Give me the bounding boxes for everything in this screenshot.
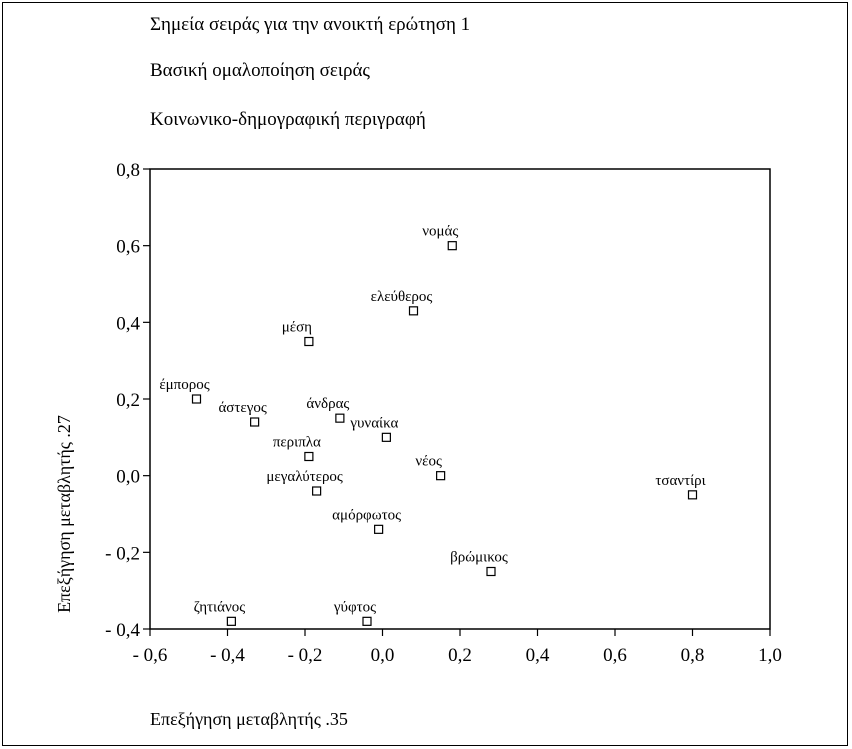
data-point-label: έμπορος <box>159 377 209 393</box>
data-point-marker <box>447 241 457 251</box>
data-point-marker <box>304 451 314 462</box>
x-tick-label: 0,2 <box>448 645 472 666</box>
data-point-label: περιπλα <box>273 435 321 451</box>
data-point-marker <box>486 566 496 577</box>
x-tick-label: - 0,2 <box>288 645 323 666</box>
x-tick-label: - 0,6 <box>133 645 168 666</box>
y-axis-title: Επεξήγηση μεταβλητής .27 <box>54 415 74 613</box>
x-tick-label: 1,0 <box>758 645 782 666</box>
data-point-marker <box>362 616 372 626</box>
data-point-label: βρώμικος <box>450 550 508 566</box>
data-point-marker <box>226 616 236 626</box>
data-point-label: νομάς <box>422 224 458 240</box>
data-point-label: ζητιάνος <box>194 599 246 615</box>
y-tick-label: 0,4 <box>116 313 140 334</box>
data-point-label: γύφτος <box>333 599 376 615</box>
data-point-label: μεγαλύτερος <box>266 469 343 485</box>
data-point-marker <box>250 417 260 427</box>
x-axis: - 0,6 - 0,4 - 0,2 0,0 0,2 0,4 0,6 0,8 1,0 <box>133 629 782 666</box>
x-axis-title: Επεξήγηση μεταβλητής .35 <box>150 709 348 729</box>
data-point-label: άστεγος <box>218 400 266 416</box>
y-tick-label: 0,2 <box>116 390 140 411</box>
x-tick-label: 0,4 <box>526 645 550 666</box>
y-tick-label: 0,8 <box>116 160 140 181</box>
x-tick-label: 0,8 <box>681 645 705 666</box>
data-point-marker <box>687 490 698 500</box>
data-point-marker <box>304 336 314 347</box>
data-point-label: νέος <box>415 454 442 470</box>
data-point-marker <box>408 306 419 316</box>
y-tick-label: 0,6 <box>116 237 140 258</box>
data-point-marker <box>191 394 202 404</box>
x-tick-label: 0,0 <box>371 645 395 666</box>
data-point-label: μέση <box>282 320 312 336</box>
data-point-marker <box>436 471 446 481</box>
x-tick-label: 0,6 <box>603 645 627 666</box>
y-tick-label: - 0,4 <box>105 620 140 641</box>
chart-title-line-1: Σημεία σειράς για την ανοικτή ερώτηση 1 <box>150 14 471 35</box>
y-axis: - 0,4 - 0,2 0,0 0,2 0,4 0,6 0,8 <box>105 160 150 641</box>
data-point-label: άνδρας <box>306 396 349 412</box>
x-tick-label: - 0,4 <box>210 645 245 666</box>
data-point-marker <box>374 524 384 534</box>
data-point-marker <box>312 486 322 496</box>
data-point-label: γυναίκα <box>349 415 398 431</box>
data-point-label: τσαντίρι <box>655 473 705 489</box>
data-point-marker <box>335 413 345 423</box>
chart-title-line-2: Βασική ομαλοποίηση σειράς <box>150 60 370 81</box>
y-tick-label: - 0,2 <box>105 543 140 564</box>
y-tick-label: 0,0 <box>116 467 140 488</box>
data-points: νομάς ελεύθερος μέση έμπορος άστεγος άνδραςγυ… <box>159 224 706 626</box>
data-point-label: ελεύθερος <box>371 289 433 305</box>
data-point-label: αμόρφωτος <box>332 507 401 523</box>
data-point-marker <box>381 432 391 442</box>
chart-title-line-3: Κοινωνικο-δημογραφική περιγραφή <box>150 109 426 130</box>
